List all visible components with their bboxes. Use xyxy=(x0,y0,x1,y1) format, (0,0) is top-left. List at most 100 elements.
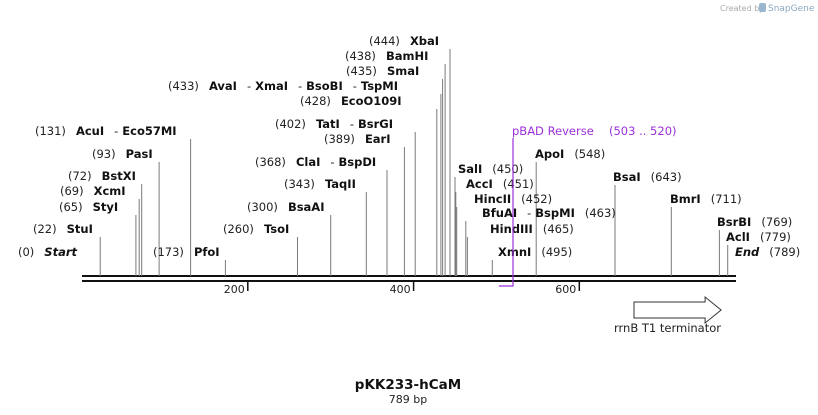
primer-range: (503 .. 520) xyxy=(609,124,677,138)
site-position: (438) xyxy=(345,49,376,63)
watermark-brand: SnapGene xyxy=(768,4,815,14)
site-acci[interactable]: AccI (451) xyxy=(466,177,534,191)
site-position: (769) xyxy=(761,215,792,229)
feature-rrnb-t1-terminator[interactable]: rrnB T1 terminator xyxy=(614,295,722,335)
site-name-separator: - xyxy=(353,79,357,93)
site-smai[interactable]: (435) SmaI xyxy=(346,64,419,78)
site-position: (69) xyxy=(60,184,84,198)
site-enzyme-name: BsrGI xyxy=(358,117,393,131)
site-name-separator: - xyxy=(298,79,302,93)
feature-label: rrnB T1 terminator xyxy=(614,321,721,335)
site-pfoi[interactable]: (173) PfoI xyxy=(153,245,220,259)
site-enzyme-name: AccI xyxy=(466,177,493,191)
site-enzyme-name: TspMI xyxy=(361,79,398,93)
site-position: (451) xyxy=(503,177,534,191)
site-stui[interactable]: (22) StuI xyxy=(33,222,93,236)
site-sali[interactable]: SalI (450) xyxy=(458,162,523,176)
site-avai[interactable]: (433) AvaI - XmaI - BsoBI - TspMI xyxy=(168,79,398,93)
site-end[interactable]: End (789) xyxy=(735,245,800,259)
site-eari[interactable]: (389) EarI xyxy=(324,132,391,146)
site-position: (433) xyxy=(168,79,199,93)
tick-label: 600 xyxy=(555,283,576,296)
site-enzyme-name: XcmI xyxy=(94,184,126,198)
site-position: (463) xyxy=(585,206,616,220)
site-ecoo[interactable]: (428) EcoO109I xyxy=(300,94,402,108)
site-name-separator: - xyxy=(350,117,354,131)
site-enzyme-name: BstXI xyxy=(102,169,136,183)
site-bsaai[interactable]: (300) BsaAI xyxy=(247,200,325,214)
site-enzyme-name: HindIII xyxy=(490,222,533,236)
site-position: (465) xyxy=(543,222,574,236)
site-enzyme-name: XmnI xyxy=(498,245,531,259)
site-enzyme-name: SmaI xyxy=(387,64,419,78)
site-enzyme-name: Start xyxy=(44,245,77,259)
site-enzyme-name: BspDI xyxy=(339,155,377,169)
site-enzyme-name: BamHI xyxy=(386,49,428,63)
site-enzyme-name: XbaI xyxy=(410,34,439,48)
site-xbai[interactable]: (444) XbaI xyxy=(369,34,439,48)
site-bsrbi[interactable]: BsrBI (769) xyxy=(717,215,792,229)
site-labels: (0) Start (22) StuI (65) StyI (69) XcmI(72) BstX… xyxy=(18,34,800,259)
site-bmri[interactable]: BmrI (711) xyxy=(670,192,742,206)
primer-name: pBAD Reverse xyxy=(512,124,594,138)
site-position: (450) xyxy=(492,162,523,176)
primer-pbad-reverse[interactable]: pBAD Reverse (503 .. 520) xyxy=(498,124,677,287)
site-acli[interactable]: AclI (779) xyxy=(726,230,791,244)
site-position: (643) xyxy=(651,170,682,184)
site-position: (711) xyxy=(711,192,742,206)
site-position: (495) xyxy=(541,245,572,259)
site-enzyme-name: BfuAI xyxy=(482,206,517,220)
site-enzyme-name: BsoBI xyxy=(306,79,343,93)
site-bamhi[interactable]: (438) BamHI xyxy=(345,49,428,63)
site-position: (22) xyxy=(33,222,57,236)
site-hindiii[interactable]: HindIII (465) xyxy=(490,222,574,236)
site-position: (72) xyxy=(68,169,92,183)
site-xcmi[interactable]: (69) XcmI xyxy=(60,184,126,198)
site-position: (389) xyxy=(324,132,355,146)
site-enzyme-name: PasI xyxy=(126,147,153,161)
tick-label: 400 xyxy=(390,283,411,296)
site-position: (435) xyxy=(346,64,377,78)
site-clai[interactable]: (368) ClaI - BspDI xyxy=(255,155,376,169)
site-enzyme-name: PfoI xyxy=(194,245,220,259)
site-enzyme-name: EarI xyxy=(365,132,391,146)
site-tsoi[interactable]: (260) TsoI xyxy=(223,222,289,236)
site-xmni[interactable]: XmnI (495) xyxy=(498,245,572,259)
site-position: (428) xyxy=(300,94,331,108)
watermark-prefix: Created by xyxy=(720,4,764,13)
site-position: (368) xyxy=(255,155,286,169)
site-position: (65) xyxy=(59,200,83,214)
site-apoi[interactable]: ApoI (548) xyxy=(535,147,605,161)
site-enzyme-name: StyI xyxy=(93,200,119,214)
site-name-separator: - xyxy=(114,124,118,138)
site-enzyme-name: TaqII xyxy=(325,177,356,191)
site-bsai[interactable]: BsaI (643) xyxy=(613,170,682,184)
site-hincii[interactable]: HincII (452) xyxy=(474,192,552,206)
site-position: (779) xyxy=(760,230,791,244)
site-position: (131) xyxy=(35,124,66,138)
site-position: (789) xyxy=(769,245,800,259)
site-position: (93) xyxy=(92,147,116,161)
site-enzyme-name: SalI xyxy=(458,162,482,176)
site-acui[interactable]: (131) AcuI - Eco57MI xyxy=(35,124,177,138)
site-enzyme-name: BspMI xyxy=(535,206,575,220)
site-position: (452) xyxy=(521,192,552,206)
site-enzyme-name: StuI xyxy=(67,222,93,236)
site-enzyme-name: ApoI xyxy=(535,147,564,161)
site-bfuai[interactable]: BfuAI - BspMI (463) xyxy=(482,206,616,220)
site-pasi[interactable]: (93) PasI xyxy=(92,147,153,161)
site-enzyme-name: End xyxy=(735,245,760,259)
site-taqii[interactable]: (343) TaqII xyxy=(284,177,356,191)
site-position: (402) xyxy=(275,117,306,131)
site-tati[interactable]: (402) TatI - BsrGI xyxy=(275,117,393,131)
feature-arrow-icon xyxy=(633,295,722,325)
site-styi[interactable]: (65) StyI xyxy=(59,200,118,214)
site-bstxi[interactable]: (72) BstXI xyxy=(68,169,136,183)
site-enzyme-name: BsrBI xyxy=(717,215,751,229)
site-start[interactable]: (0) Start xyxy=(18,245,78,259)
site-name-separator: - xyxy=(247,79,251,93)
plasmid-length: 789 bp xyxy=(389,393,427,406)
site-position: (173) xyxy=(153,245,184,259)
site-enzyme-name: AvaI xyxy=(209,79,237,93)
